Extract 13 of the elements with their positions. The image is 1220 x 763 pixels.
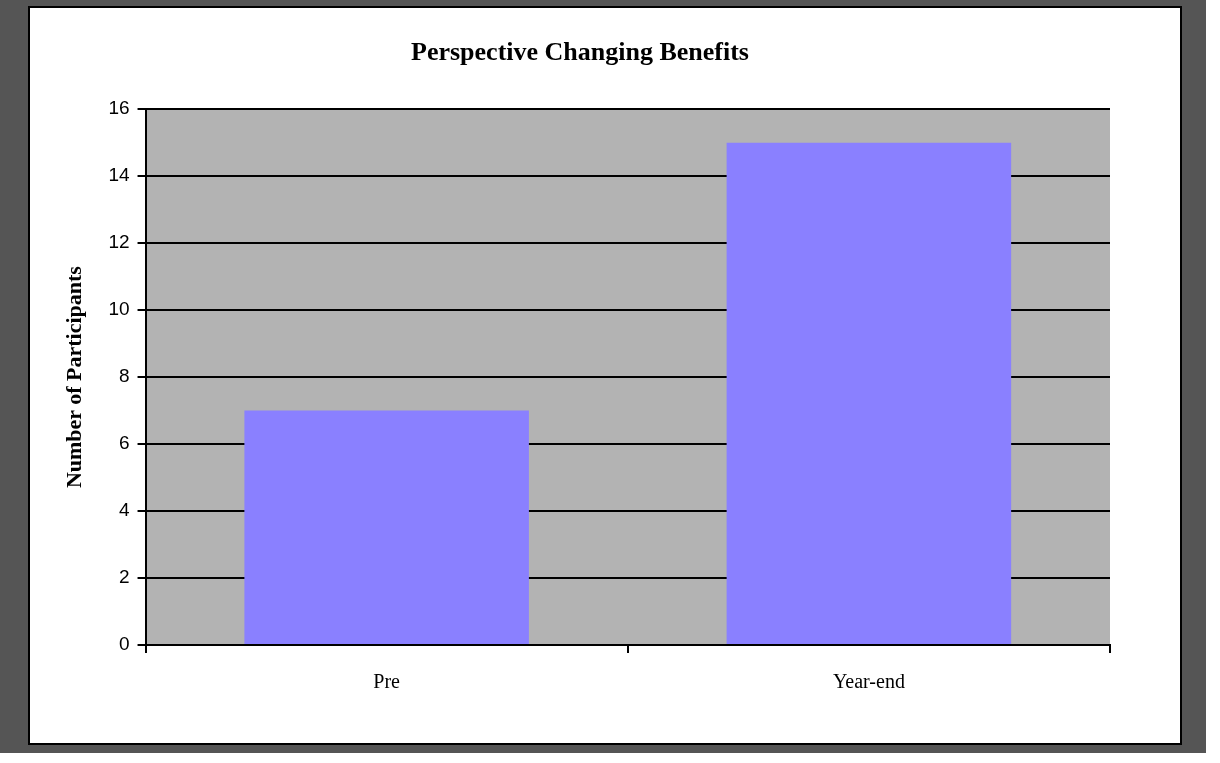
y-tick-label: 12 <box>108 231 130 253</box>
x-tick-label: Pre <box>373 670 401 693</box>
y-tick-label: 2 <box>118 566 130 588</box>
y-tick-label: 8 <box>118 365 130 387</box>
y-tick-label: 16 <box>108 97 130 119</box>
y-tick-label: 4 <box>118 499 130 521</box>
y-tick-label: 6 <box>118 432 130 454</box>
chart-title: Perspective Changing Benefits <box>411 37 749 67</box>
y-tick-label: 14 <box>108 164 130 186</box>
y-tick-label: 10 <box>108 298 130 320</box>
y-tick-label: 0 <box>118 633 130 655</box>
y-axis-title: Number of Participants <box>60 265 86 489</box>
x-tick-label: Year-end <box>832 670 905 693</box>
